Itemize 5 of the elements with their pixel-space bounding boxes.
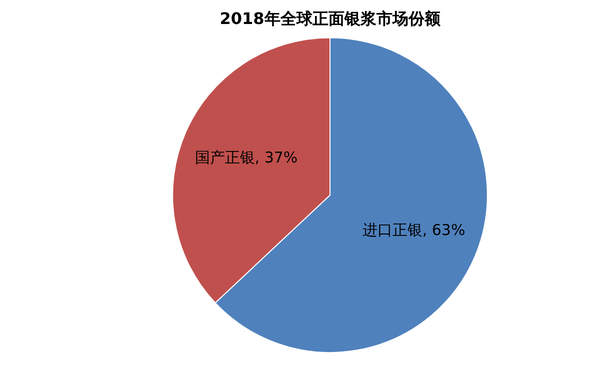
data-label: , 63% (422, 221, 466, 240)
chart-title: 2018年全球正面银浆市场份额 (220, 8, 442, 28)
data-label: , 37% (254, 148, 298, 167)
slice-label: 进口正银 (362, 221, 422, 240)
slice-label: 国产正银 (194, 148, 255, 167)
